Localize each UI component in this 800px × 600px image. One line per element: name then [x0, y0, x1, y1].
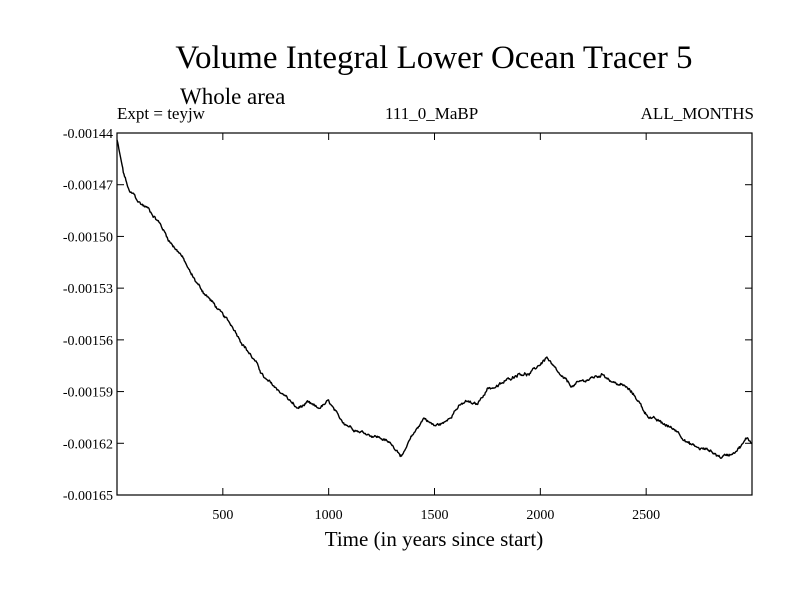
chart-title: Volume Integral Lower Ocean Tracer 5 — [175, 40, 693, 76]
y-tick-label: -0.00159 — [63, 386, 113, 401]
y-tick-label: -0.00156 — [63, 334, 113, 349]
y-axis: -0.00144 -0.00147 -0.00150 -0.00153 -0.00156… — [63, 127, 752, 504]
x-axis-label: Time (in years since start) — [325, 527, 544, 551]
y-tick-label: -0.00165 — [63, 489, 113, 504]
x-tick-label: 1000 — [315, 508, 343, 523]
x-tick-label: 500 — [212, 508, 233, 523]
x-axis: 500 1000 1500 2000 2500 — [212, 133, 660, 523]
y-tick-label: -0.00150 — [63, 230, 113, 245]
period-label: ALL_MONTHS — [640, 104, 754, 123]
y-tick-label: -0.00162 — [63, 437, 113, 452]
x-tick-label: 1500 — [421, 508, 449, 523]
y-tick-label: -0.00144 — [63, 127, 113, 142]
run-id-label: 111_0_MaBP — [385, 104, 479, 123]
chart-subtitle: Whole area — [180, 84, 286, 109]
experiment-label: Expt = teyjw — [117, 104, 205, 123]
x-tick-label: 2500 — [632, 508, 660, 523]
y-tick-label: -0.00147 — [63, 179, 113, 194]
plot-frame — [116, 132, 753, 496]
series-line-tracer-5 — [116, 139, 753, 459]
y-tick-label: -0.00153 — [63, 282, 113, 297]
x-tick-label: 2000 — [526, 508, 554, 523]
